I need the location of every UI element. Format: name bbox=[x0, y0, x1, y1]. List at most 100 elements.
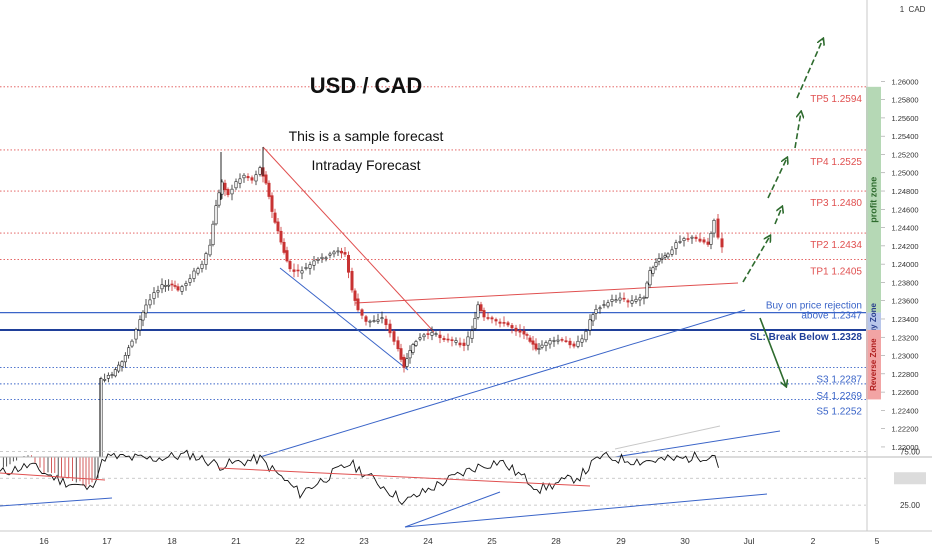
candle-body bbox=[273, 212, 277, 223]
zone-label: profit zone bbox=[868, 177, 878, 223]
candle-body bbox=[399, 348, 403, 360]
price-axis[interactable]: 1.22000 1.22200 1.22400 1.22600 1.22800 1.230… bbox=[866, 0, 919, 531]
candle-body bbox=[176, 286, 180, 291]
candle-body bbox=[200, 263, 204, 269]
date-tick-label: 18 bbox=[167, 536, 177, 546]
candle-body bbox=[690, 236, 694, 239]
candle-body bbox=[270, 195, 274, 212]
candle-body bbox=[402, 356, 406, 368]
candle-body bbox=[346, 255, 350, 273]
trend-line bbox=[279, 267, 409, 371]
candle-body bbox=[584, 330, 588, 341]
rsi-tick-label: 25.00 bbox=[900, 501, 921, 510]
date-tick-label: 29 bbox=[616, 536, 626, 546]
candle-body bbox=[152, 292, 156, 299]
candle-body bbox=[376, 319, 380, 322]
candle-body bbox=[698, 238, 702, 242]
candle-body bbox=[540, 344, 544, 348]
price-tick-label: 1.23400 bbox=[891, 315, 918, 324]
candle-body bbox=[434, 333, 438, 335]
candle-body bbox=[642, 296, 646, 300]
date-tick-label: 24 bbox=[423, 536, 433, 546]
candle-body bbox=[552, 340, 556, 342]
candle-body bbox=[332, 251, 336, 255]
candle-body bbox=[614, 299, 618, 302]
candle-body bbox=[534, 343, 538, 350]
trend-line bbox=[354, 282, 739, 304]
price-tick-label: 1.24600 bbox=[891, 205, 918, 214]
candle-body bbox=[666, 253, 670, 258]
candle-body bbox=[682, 238, 686, 241]
level-label: TP5 1.2594 bbox=[810, 94, 862, 105]
currency-label: CAD bbox=[909, 5, 926, 14]
candle-body bbox=[408, 350, 412, 359]
candle-body bbox=[709, 233, 713, 245]
zone-label: Buy Zone bbox=[869, 303, 878, 340]
candle-body bbox=[430, 332, 434, 336]
candle-body bbox=[250, 177, 254, 181]
candle-body bbox=[414, 341, 418, 346]
date-tick-label: 22 bbox=[295, 536, 305, 546]
up-arrow bbox=[794, 112, 801, 149]
candle-body bbox=[368, 320, 372, 323]
level-label: TP1 1.2405 bbox=[810, 267, 862, 278]
candle-body bbox=[336, 250, 340, 253]
candle-body bbox=[138, 319, 142, 331]
candle-body bbox=[548, 340, 552, 345]
candle-body bbox=[226, 189, 230, 196]
date-tick-label: 17 bbox=[102, 536, 112, 546]
candle-body bbox=[285, 250, 289, 262]
rsi-trend bbox=[404, 491, 501, 528]
candle-body bbox=[196, 268, 200, 274]
candle-body bbox=[706, 241, 710, 245]
trend-line bbox=[614, 430, 781, 458]
candle-body bbox=[568, 340, 572, 346]
candle-body bbox=[372, 320, 376, 322]
candle-body bbox=[638, 297, 642, 301]
candle-body bbox=[588, 319, 592, 331]
candle-body bbox=[525, 334, 529, 336]
candle-body bbox=[694, 236, 698, 239]
rsi-trend bbox=[0, 472, 106, 481]
rsi-trend bbox=[404, 493, 768, 528]
candle-body bbox=[324, 257, 328, 260]
candle-body bbox=[180, 286, 184, 292]
candle-body bbox=[103, 379, 107, 381]
up-arrow bbox=[796, 39, 823, 99]
candle-body bbox=[156, 290, 160, 293]
date-tick-label: 16 bbox=[39, 536, 49, 546]
candle-body bbox=[716, 218, 720, 238]
candle-body bbox=[486, 317, 490, 319]
candle-body bbox=[660, 257, 664, 260]
zone-label: Reverse Zone bbox=[869, 338, 878, 391]
candle-body bbox=[173, 285, 177, 287]
candle-body bbox=[320, 256, 324, 259]
candle-body bbox=[702, 239, 706, 243]
candle-body bbox=[238, 178, 242, 184]
date-tick-label: 2 bbox=[811, 536, 816, 546]
candle-body bbox=[312, 260, 316, 266]
candle-body bbox=[276, 221, 280, 232]
price-tick-label: 1.24400 bbox=[891, 224, 918, 233]
price-tick-label: 1.22600 bbox=[891, 388, 918, 397]
candle-body bbox=[292, 269, 296, 272]
level-label: S4 1.2269 bbox=[816, 391, 862, 402]
price-tick-label: 1.22200 bbox=[891, 425, 918, 434]
candle-body bbox=[446, 338, 450, 341]
candle-body bbox=[214, 205, 218, 225]
candle-body bbox=[144, 304, 148, 314]
candle-body bbox=[127, 347, 131, 356]
subtitle-line-1: This is a sample forecast bbox=[289, 128, 444, 144]
candle-body bbox=[296, 269, 300, 272]
price-tick-label: 1.25600 bbox=[891, 114, 918, 123]
date-axis[interactable]: 16 17 18 21 22 23 24 25 28 29 30 Jul 2 5 bbox=[0, 530, 932, 546]
candle-body bbox=[148, 299, 152, 306]
candle-body bbox=[506, 322, 510, 326]
price-tick-label: 1.24800 bbox=[891, 187, 918, 196]
candle-body bbox=[470, 330, 474, 339]
stop-loss-label: SL: Break Below 1.2328 bbox=[750, 332, 863, 343]
candle-body bbox=[279, 230, 283, 243]
candle-body bbox=[170, 283, 174, 286]
rsi-trend bbox=[217, 467, 591, 487]
